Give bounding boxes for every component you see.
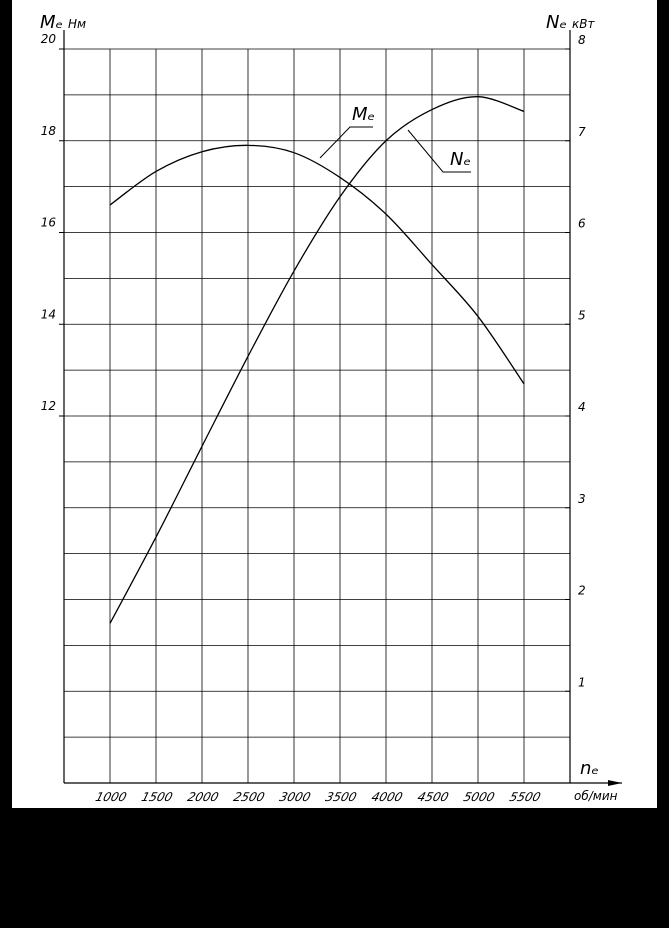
series-line [109,144,525,385]
leader-line [407,129,471,173]
y-axis-label: Mₑ [40,12,63,33]
y-tick-label: 20 [41,32,57,46]
chart-panel [12,0,657,808]
y2-tick-label: 4 [578,400,586,414]
y-tick-label: 12 [41,399,56,413]
series-line [109,96,525,624]
x-tick-label: 1000 [94,790,128,804]
x-axis-unit: об/мин [574,789,618,803]
y2-tick-label: 5 [578,308,586,322]
y2-tick-label: 7 [578,125,586,139]
y2-tick-label: 1 [578,675,586,689]
leader-line [319,126,373,159]
x-axis-label: nₑ [580,758,599,779]
y2-tick-label: 2 [578,584,586,598]
x-tick-label: 4500 [416,790,450,804]
y-tick-label: 18 [41,124,57,138]
y-axis-unit: Нм [68,17,86,31]
x-tick-label: 2500 [232,790,266,804]
y-tick-label: 14 [41,307,56,321]
x-tick-label: 2000 [186,790,220,804]
y2-axis-label: Nₑ [546,12,567,33]
x-axis-arrow [608,780,622,786]
y2-axis-unit: кВт [572,17,595,31]
x-tick-label: 5000 [462,790,496,804]
series-label: Nₑ [450,149,471,170]
x-tick-label: 3500 [324,790,358,804]
y2-tick-label: 6 [578,217,586,231]
x-tick-label: 4000 [370,790,404,804]
x-tick-label: 1500 [140,790,174,804]
y2-tick-label: 8 [578,33,586,47]
y-tick-label: 16 [41,216,57,230]
x-tick-label: 5500 [508,790,542,804]
y2-tick-label: 3 [578,492,586,506]
series-label: Mₑ [352,104,375,125]
x-tick-label: 3000 [278,790,312,804]
